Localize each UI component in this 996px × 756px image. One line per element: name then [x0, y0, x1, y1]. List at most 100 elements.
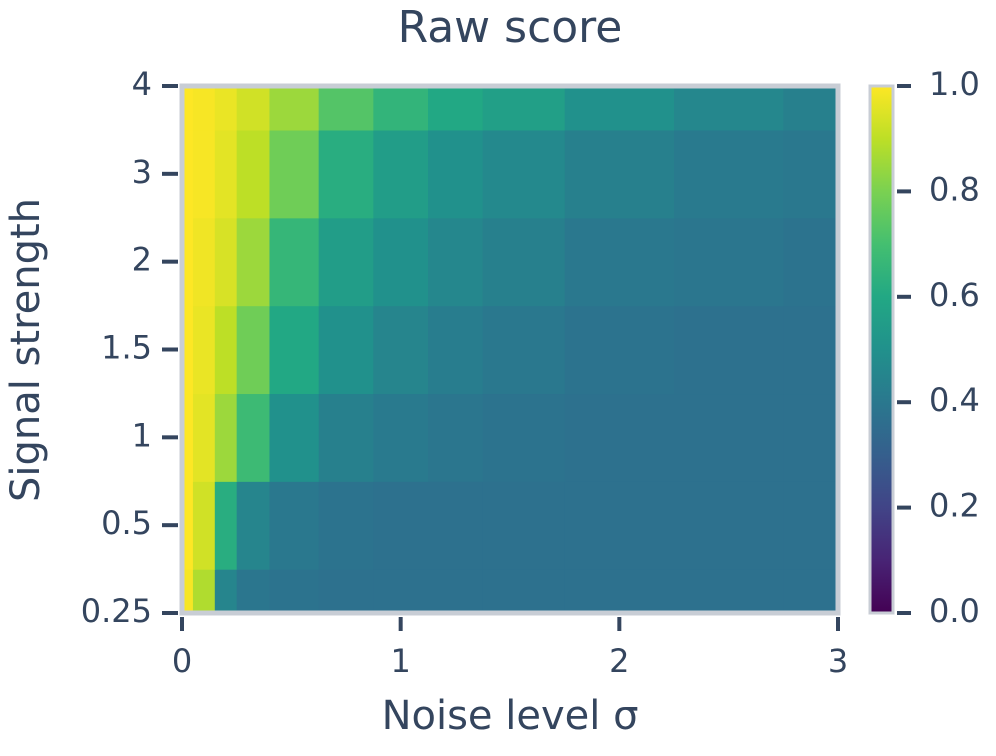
- heat-cell: [564, 481, 675, 570]
- y-tick-label: 1: [132, 416, 152, 454]
- heat-cell: [318, 86, 374, 131]
- heat-cell: [182, 393, 194, 482]
- plot-frame: [179, 83, 841, 616]
- colorbar-tick-label: 0.4: [929, 381, 980, 419]
- heat-cell: [214, 393, 238, 482]
- heat-cell: [269, 305, 320, 395]
- heat-cell: [318, 569, 374, 614]
- colorbar-tick-label: 1.0: [929, 65, 980, 103]
- heat-cell: [428, 393, 484, 482]
- heat-cell: [236, 86, 271, 131]
- heat-cell: [236, 393, 271, 482]
- y-tick-label: 0.25: [81, 592, 152, 630]
- heat-cell: [214, 305, 238, 395]
- y-tick-label: 4: [132, 65, 152, 103]
- x-tick-label: 2: [609, 642, 629, 680]
- heat-cell: [318, 305, 374, 395]
- heat-cell: [674, 86, 784, 131]
- heat-cell: [269, 393, 320, 482]
- x-tick-label: 0: [172, 642, 192, 680]
- heat-cell: [192, 217, 216, 307]
- heat-cell: [182, 481, 194, 570]
- colorbar-tick-label: 0.6: [929, 276, 980, 314]
- heat-cell: [373, 86, 429, 131]
- x-tick-label: 3: [828, 642, 848, 680]
- heat-cell: [428, 217, 484, 307]
- colorbar-tick-label: 0.2: [929, 487, 980, 525]
- heat-cell: [428, 129, 484, 219]
- heat-cell: [373, 129, 429, 219]
- heat-cell: [269, 86, 320, 131]
- heat-cell: [482, 393, 566, 482]
- heat-cell: [428, 569, 484, 614]
- heat-cell: [182, 569, 194, 614]
- heat-cell: [318, 129, 374, 219]
- heat-cell: [783, 305, 839, 395]
- heat-cell: [428, 481, 484, 570]
- heat-cell: [182, 86, 194, 131]
- heat-cell: [428, 305, 484, 395]
- heat-cell: [182, 217, 194, 307]
- heat-cell: [482, 481, 566, 570]
- heat-cell: [482, 305, 566, 395]
- heat-cell: [269, 217, 320, 307]
- heat-cell: [674, 393, 784, 482]
- chart-title: Raw score: [398, 2, 623, 53]
- heat-cell: [783, 86, 839, 131]
- heat-cell: [482, 569, 566, 614]
- heat-cell: [564, 129, 675, 219]
- heat-cell: [236, 481, 271, 570]
- y-tick-label: 3: [132, 153, 152, 191]
- heat-cell: [214, 217, 238, 307]
- y-tick-label: 2: [132, 241, 152, 279]
- heat-cell: [214, 129, 238, 219]
- x-axis-label: Noise level σ: [382, 693, 639, 739]
- y-axis-label: Signal strength: [3, 198, 49, 502]
- heat-cell: [236, 305, 271, 395]
- heat-cell: [236, 129, 271, 219]
- heat-cell: [783, 393, 839, 482]
- heat-cell: [373, 569, 429, 614]
- heat-cell: [564, 569, 675, 614]
- heat-cell: [373, 217, 429, 307]
- heat-cell: [192, 393, 216, 482]
- heat-cell: [318, 217, 374, 307]
- colorbar: [868, 84, 895, 615]
- heat-cell: [674, 305, 784, 395]
- heat-cell: [236, 217, 271, 307]
- heat-cell: [428, 86, 484, 131]
- heat-cell: [236, 569, 271, 614]
- heat-cell: [783, 129, 839, 219]
- heat-cell: [269, 569, 320, 614]
- y-tick-label: 0.5: [101, 504, 152, 542]
- heat-cell: [269, 481, 320, 570]
- heat-cell: [783, 569, 839, 614]
- heat-cell: [783, 217, 839, 307]
- heat-cell: [373, 481, 429, 570]
- heat-cell: [318, 393, 374, 482]
- y-tick-label: 1.5: [101, 329, 152, 367]
- heat-cell: [318, 481, 374, 570]
- heat-cell: [373, 393, 429, 482]
- heat-cell: [674, 129, 784, 219]
- heat-cell: [182, 305, 194, 395]
- heat-cell: [373, 305, 429, 395]
- heat-cell: [192, 481, 216, 570]
- heat-cell: [674, 217, 784, 307]
- heat-cell: [564, 86, 675, 131]
- heat-cell: [674, 569, 784, 614]
- heat-cell: [182, 129, 194, 219]
- heat-cell: [482, 129, 566, 219]
- heat-cell: [214, 481, 238, 570]
- heat-cell: [674, 481, 784, 570]
- heat-cell: [192, 569, 216, 614]
- x-tick-label: 1: [390, 642, 410, 680]
- heat-cell: [564, 393, 675, 482]
- heat-cell: [564, 305, 675, 395]
- heat-cell: [192, 129, 216, 219]
- heat-cell: [482, 217, 566, 307]
- heat-cell: [192, 86, 216, 131]
- heat-cell: [214, 86, 238, 131]
- heat-cell: [269, 129, 320, 219]
